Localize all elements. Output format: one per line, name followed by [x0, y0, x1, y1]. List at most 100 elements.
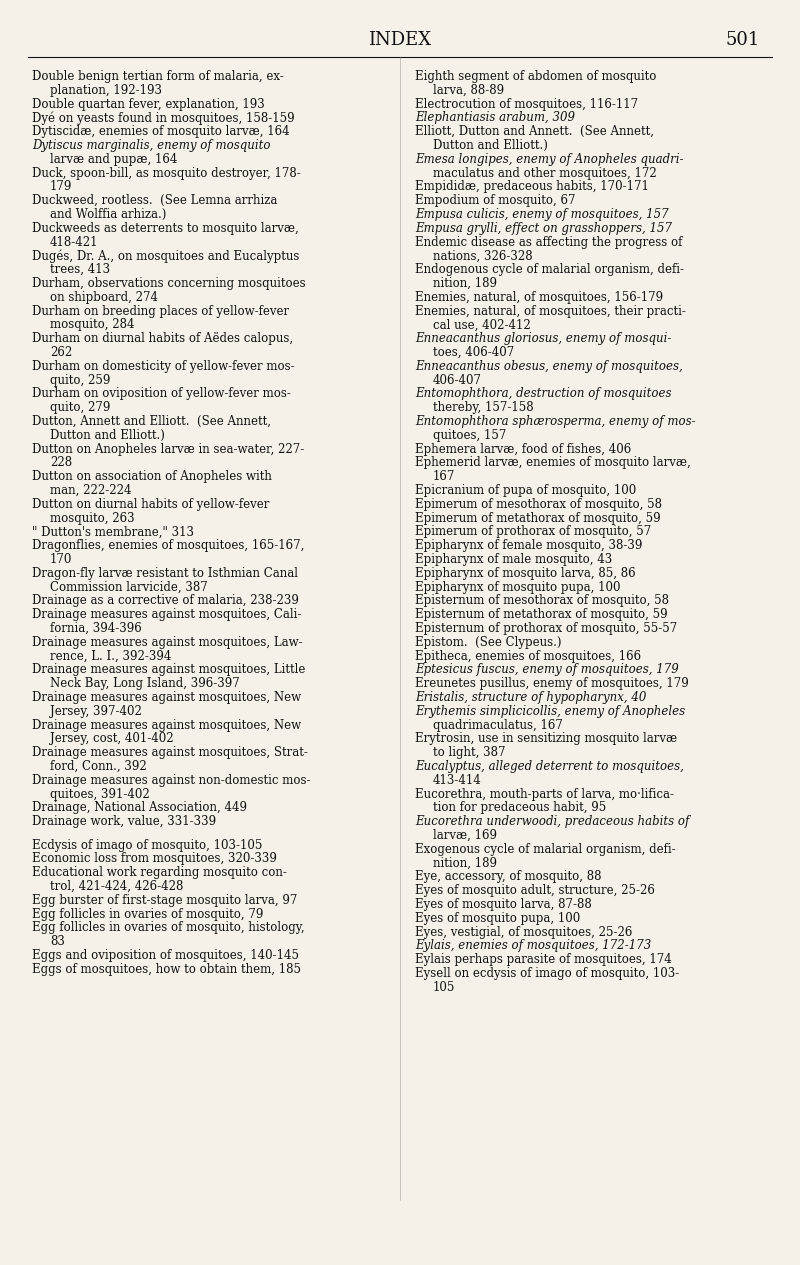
Text: larvæ, 169: larvæ, 169 — [433, 829, 497, 842]
Text: 179: 179 — [50, 181, 72, 194]
Text: Drainage measures against mosquitoes, New: Drainage measures against mosquitoes, Ne… — [32, 719, 301, 731]
Text: Duck, spoon-bill, as mosquito destroyer, 178-: Duck, spoon-bill, as mosquito destroyer,… — [32, 167, 301, 180]
Text: Dragon-fly larvæ resistant to Isthmian Canal: Dragon-fly larvæ resistant to Isthmian C… — [32, 567, 298, 579]
Text: Durham on breeding places of yellow-fever: Durham on breeding places of yellow-feve… — [32, 305, 289, 318]
Text: Egg follicles in ovaries of mosquito, histology,: Egg follicles in ovaries of mosquito, hi… — [32, 921, 305, 935]
Text: Durham on oviposition of yellow-fever mos-: Durham on oviposition of yellow-fever mo… — [32, 387, 291, 401]
Text: Enemies, natural, of mosquitoes, 156-179: Enemies, natural, of mosquitoes, 156-179 — [415, 291, 663, 304]
Text: Emesa longipes, enemy of Anopheles quadri-: Emesa longipes, enemy of Anopheles quadr… — [415, 153, 683, 166]
Text: quadrimaculatus, 167: quadrimaculatus, 167 — [433, 719, 563, 731]
Text: Empididæ, predaceous habits, 170-171: Empididæ, predaceous habits, 170-171 — [415, 181, 649, 194]
Text: mosquito, 263: mosquito, 263 — [50, 511, 134, 525]
Text: Duckweeds as deterrents to mosquito larvæ,: Duckweeds as deterrents to mosquito larv… — [32, 221, 298, 235]
Text: 83: 83 — [50, 935, 65, 949]
Text: Drainage measures against non-domestic mos-: Drainage measures against non-domestic m… — [32, 774, 310, 787]
Text: Epimerum of prothorax of mosquito, 57: Epimerum of prothorax of mosquito, 57 — [415, 525, 651, 539]
Text: Eucorethra underwoodi, predaceous habits of: Eucorethra underwoodi, predaceous habits… — [415, 815, 690, 829]
Text: Erythemis simplicicollis, enemy of Anopheles: Erythemis simplicicollis, enemy of Anoph… — [415, 705, 685, 717]
Text: Eylais, enemies of mosquitoes, 172-173: Eylais, enemies of mosquitoes, 172-173 — [415, 940, 651, 953]
Text: nations, 326-328: nations, 326-328 — [433, 249, 533, 262]
Text: Dutton and Elliott.): Dutton and Elliott.) — [433, 139, 548, 152]
Text: Ephemerid larvæ, enemies of mosquito larvæ,: Ephemerid larvæ, enemies of mosquito lar… — [415, 457, 690, 469]
Text: Eristalis, structure of hypopharynx, 40: Eristalis, structure of hypopharynx, 40 — [415, 691, 646, 705]
Text: Drainage measures against mosquitoes, Strat-: Drainage measures against mosquitoes, St… — [32, 746, 308, 759]
Text: thereby, 157-158: thereby, 157-158 — [433, 401, 534, 414]
Text: Eyes of mosquito adult, structure, 25-26: Eyes of mosquito adult, structure, 25-26 — [415, 884, 655, 897]
Text: Epistom.  (See Clypeus.): Epistom. (See Clypeus.) — [415, 636, 562, 649]
Text: toes, 406-407: toes, 406-407 — [433, 347, 514, 359]
Text: Entomophthora sphærosperma, enemy of mos-: Entomophthora sphærosperma, enemy of mos… — [415, 415, 696, 428]
Text: mosquito, 284: mosquito, 284 — [50, 319, 134, 331]
Text: Dutton on Anopheles larvæ in sea-water, 227-: Dutton on Anopheles larvæ in sea-water, … — [32, 443, 304, 455]
Text: Double quartan fever, explanation, 193: Double quartan fever, explanation, 193 — [32, 97, 265, 110]
Text: Eyes, vestigial, of mosquitoes, 25-26: Eyes, vestigial, of mosquitoes, 25-26 — [415, 926, 632, 939]
Text: Epipharynx of female mosquito, 38-39: Epipharynx of female mosquito, 38-39 — [415, 539, 642, 553]
Text: nition, 189: nition, 189 — [433, 856, 497, 869]
Text: Epipharynx of male mosquito, 43: Epipharynx of male mosquito, 43 — [415, 553, 612, 565]
Text: Endogenous cycle of malarial organism, defi-: Endogenous cycle of malarial organism, d… — [415, 263, 684, 276]
Text: Egg follicles in ovaries of mosquito, 79: Egg follicles in ovaries of mosquito, 79 — [32, 908, 263, 921]
Text: Dyé on yeasts found in mosquitoes, 158-159: Dyé on yeasts found in mosquitoes, 158-1… — [32, 111, 294, 125]
Text: Durham on diurnal habits of Aëdes calopus,: Durham on diurnal habits of Aëdes calopu… — [32, 333, 293, 345]
Text: Enneacanthus gloriosus, enemy of mosqui-: Enneacanthus gloriosus, enemy of mosqui- — [415, 333, 671, 345]
Text: Eucorethra, mouth-parts of larva, mo·lifica-: Eucorethra, mouth-parts of larva, mo·lif… — [415, 788, 674, 801]
Text: Eggs and oviposition of mosquitoes, 140-145: Eggs and oviposition of mosquitoes, 140-… — [32, 949, 299, 963]
Text: Eggs of mosquitoes, how to obtain them, 185: Eggs of mosquitoes, how to obtain them, … — [32, 963, 301, 975]
Text: Elephantiasis arabum, 309: Elephantiasis arabum, 309 — [415, 111, 575, 124]
Text: INDEX: INDEX — [369, 32, 431, 49]
Text: Electrocution of mosquitoes, 116-117: Electrocution of mosquitoes, 116-117 — [415, 97, 638, 110]
Text: Jersey, cost, 401-402: Jersey, cost, 401-402 — [50, 732, 174, 745]
Text: Drainage measures against mosquitoes, Law-: Drainage measures against mosquitoes, La… — [32, 636, 302, 649]
Text: man, 222-224: man, 222-224 — [50, 484, 131, 497]
Text: Endemic disease as affecting the progress of: Endemic disease as affecting the progres… — [415, 235, 682, 249]
Text: 228: 228 — [50, 457, 72, 469]
Text: Dytiscidæ, enemies of mosquito larvæ, 164: Dytiscidæ, enemies of mosquito larvæ, 16… — [32, 125, 290, 138]
Text: Eylais perhaps parasite of mosquitoes, 174: Eylais perhaps parasite of mosquitoes, 1… — [415, 954, 672, 966]
Text: Episternum of prothorax of mosquito, 55-57: Episternum of prothorax of mosquito, 55-… — [415, 622, 678, 635]
Text: larva, 88-89: larva, 88-89 — [433, 83, 504, 97]
Text: Economic loss from mosquitoes, 320-339: Economic loss from mosquitoes, 320-339 — [32, 853, 277, 865]
Text: Enemies, natural, of mosquitoes, their practi-: Enemies, natural, of mosquitoes, their p… — [415, 305, 686, 318]
Text: fornia, 394-396: fornia, 394-396 — [50, 622, 142, 635]
Text: to light, 387: to light, 387 — [433, 746, 506, 759]
Text: on shipboard, 274: on shipboard, 274 — [50, 291, 158, 304]
Text: Epitheca, enemies of mosquitoes, 166: Epitheca, enemies of mosquitoes, 166 — [415, 650, 641, 663]
Text: Dragonflies, enemies of mosquitoes, 165-167,: Dragonflies, enemies of mosquitoes, 165-… — [32, 539, 304, 553]
Text: Dutton, Annett and Elliott.  (See Annett,: Dutton, Annett and Elliott. (See Annett, — [32, 415, 271, 428]
Text: Epipharynx of mosquito larva, 85, 86: Epipharynx of mosquito larva, 85, 86 — [415, 567, 636, 579]
Text: 501: 501 — [726, 32, 760, 49]
Text: larvæ and pupæ, 164: larvæ and pupæ, 164 — [50, 153, 178, 166]
Text: Ereunetes pusillus, enemy of mosquitoes, 179: Ereunetes pusillus, enemy of mosquitoes,… — [415, 677, 689, 691]
Text: 105: 105 — [433, 980, 455, 994]
Text: trol, 421-424, 426-428: trol, 421-424, 426-428 — [50, 880, 183, 893]
Text: Ecdysis of imago of mosquito, 103-105: Ecdysis of imago of mosquito, 103-105 — [32, 839, 262, 851]
Text: Drainage measures against mosquitoes, New: Drainage measures against mosquitoes, Ne… — [32, 691, 301, 705]
Text: trees, 413: trees, 413 — [50, 263, 110, 276]
Text: 418-421: 418-421 — [50, 235, 98, 249]
Text: Drainage measures against mosquitoes, Cali-: Drainage measures against mosquitoes, Ca… — [32, 608, 302, 621]
Text: " Dutton's membrane," 313: " Dutton's membrane," 313 — [32, 525, 194, 539]
Text: quito, 279: quito, 279 — [50, 401, 110, 414]
Text: Ephemera larvæ, food of fishes, 406: Ephemera larvæ, food of fishes, 406 — [415, 443, 631, 455]
Text: Elliott, Dutton and Annett.  (See Annett,: Elliott, Dutton and Annett. (See Annett, — [415, 125, 654, 138]
Text: Drainage measures against mosquitoes, Little: Drainage measures against mosquitoes, Li… — [32, 663, 306, 677]
Text: Eye, accessory, of mosquito, 88: Eye, accessory, of mosquito, 88 — [415, 870, 602, 883]
Text: Duckweed, rootless.  (See Lemna arrhiza: Duckweed, rootless. (See Lemna arrhiza — [32, 195, 278, 207]
Text: Double benign tertian form of malaria, ex-: Double benign tertian form of malaria, e… — [32, 70, 284, 83]
Text: Neck Bay, Long Island, 396-397: Neck Bay, Long Island, 396-397 — [50, 677, 240, 691]
Text: Epimerum of mesothorax of mosquito, 58: Epimerum of mesothorax of mosquito, 58 — [415, 498, 662, 511]
Text: nition, 189: nition, 189 — [433, 277, 497, 290]
Text: Empodium of mosquito, 67: Empodium of mosquito, 67 — [415, 195, 575, 207]
Text: and Wolffia arhiza.): and Wolffia arhiza.) — [50, 207, 166, 221]
Text: Episternum of mesothorax of mosquito, 58: Episternum of mesothorax of mosquito, 58 — [415, 595, 669, 607]
Text: Epicranium of pupa of mosquito, 100: Epicranium of pupa of mosquito, 100 — [415, 484, 636, 497]
Text: Durham on domesticity of yellow-fever mos-: Durham on domesticity of yellow-fever mo… — [32, 359, 294, 373]
Text: Jersey, 397-402: Jersey, 397-402 — [50, 705, 142, 717]
Text: Empusa grylli, effect on grasshoppers, 157: Empusa grylli, effect on grasshoppers, 1… — [415, 221, 672, 235]
Text: Exogenous cycle of malarial organism, defi-: Exogenous cycle of malarial organism, de… — [415, 842, 676, 856]
Text: maculatus and other mosquitoes, 172: maculatus and other mosquitoes, 172 — [433, 167, 657, 180]
Text: Drainage work, value, 331-339: Drainage work, value, 331-339 — [32, 815, 216, 829]
Text: Drainage as a corrective of malaria, 238-239: Drainage as a corrective of malaria, 238… — [32, 595, 299, 607]
Text: Enneacanthus obesus, enemy of mosquitoes,: Enneacanthus obesus, enemy of mosquitoes… — [415, 359, 682, 373]
Text: Eptesicus fuscus, enemy of mosquitoes, 179: Eptesicus fuscus, enemy of mosquitoes, 1… — [415, 663, 678, 677]
